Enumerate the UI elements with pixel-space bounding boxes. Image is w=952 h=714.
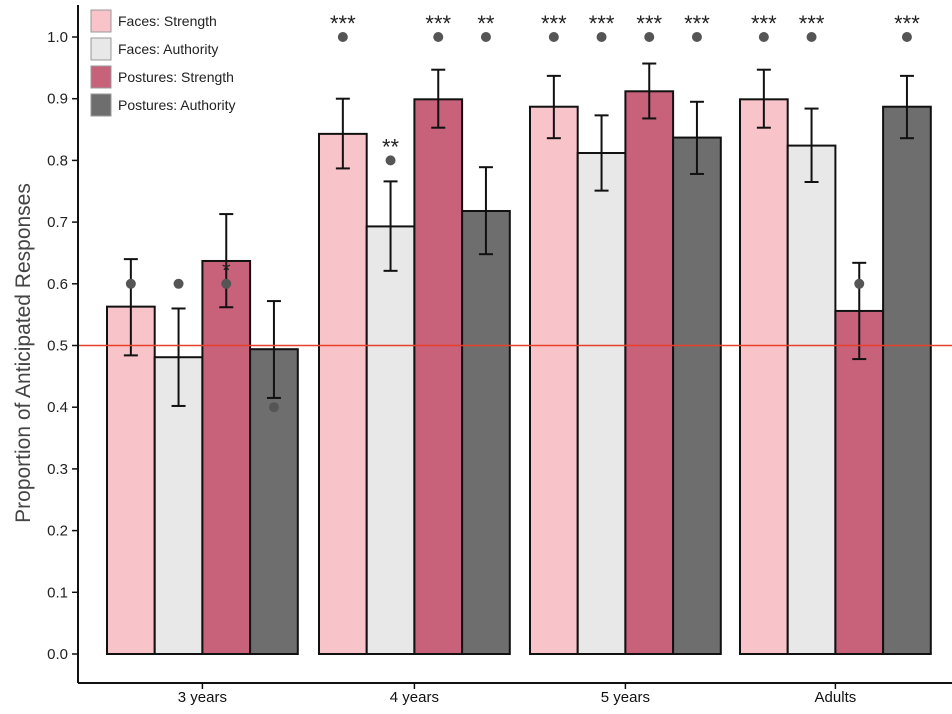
y-tick-label: 0.4 xyxy=(47,399,68,416)
y-tick-label: 0.0 xyxy=(47,646,68,663)
data-point-dot xyxy=(125,278,136,289)
significance-label: *** xyxy=(541,11,567,36)
significance-label: *** xyxy=(330,11,356,36)
x-tick-label: Adults xyxy=(815,689,857,706)
y-axis-label: Proportion of Anticipated Responses xyxy=(12,183,35,523)
data-point-dot xyxy=(901,32,912,42)
data-point-dot xyxy=(221,278,232,289)
bar xyxy=(576,151,627,655)
bar xyxy=(318,132,368,655)
data-point-dot xyxy=(385,155,396,166)
y-tick-label: 0.8 xyxy=(47,152,68,169)
bar xyxy=(786,144,837,655)
bar xyxy=(739,98,789,655)
bars-layer: *** *** ******** ******* ***** *** *** xyxy=(78,11,952,656)
bar xyxy=(834,309,885,655)
legend-swatch xyxy=(90,9,112,33)
legend-swatch xyxy=(90,65,112,89)
x-tick-label: 5 years xyxy=(601,689,650,706)
data-point-dot xyxy=(644,32,655,42)
bar xyxy=(201,259,252,655)
bar xyxy=(461,209,511,656)
data-point-dot xyxy=(806,32,817,42)
legend-entry: Faces: Authority xyxy=(118,41,218,57)
data-point-dot xyxy=(548,32,559,42)
significance-label: *** xyxy=(894,11,920,36)
data-point-dot xyxy=(691,32,702,42)
significance-label: ** xyxy=(477,11,495,36)
bar xyxy=(365,225,416,655)
bar xyxy=(672,136,722,656)
bar xyxy=(106,305,156,655)
axes-layer: Proportion of Anticipated Responses 0.0 0… xyxy=(12,5,952,706)
bar xyxy=(413,98,464,655)
bar xyxy=(624,90,675,655)
significance-label: *** xyxy=(799,11,825,36)
legend-entry: Postures: Authority xyxy=(118,97,236,113)
data-point-dot xyxy=(337,32,348,42)
y-tick-label: 0.5 xyxy=(47,338,68,355)
significance-label: ** xyxy=(382,134,400,159)
y-tick-label: 0.7 xyxy=(47,214,68,231)
y-tick-label: 0.2 xyxy=(47,523,68,540)
y-tick-label: 0.3 xyxy=(47,461,68,478)
legend-swatch xyxy=(90,37,112,61)
legend-entry: Faces: Strength xyxy=(118,13,217,29)
significance-label: * xyxy=(222,258,231,283)
data-point-dot xyxy=(268,402,279,413)
significance-label: *** xyxy=(589,11,615,36)
bar xyxy=(882,105,932,655)
data-point-dot xyxy=(758,32,769,42)
x-tick-label: 3 years xyxy=(178,689,227,706)
data-point-dot xyxy=(596,32,607,42)
y-tick-label: 0.9 xyxy=(47,91,68,108)
y-tick-label: 0.6 xyxy=(47,276,68,293)
legend-swatch xyxy=(90,93,112,117)
legend-entry: Postures: Strength xyxy=(118,69,234,85)
data-point-dot xyxy=(173,278,184,289)
significance-label: *** xyxy=(425,11,451,36)
bar xyxy=(529,105,579,655)
bar xyxy=(249,348,299,655)
data-point-dot xyxy=(480,32,491,42)
y-tick-label: 1.0 xyxy=(47,29,68,46)
x-tick-label: 4 years xyxy=(390,689,439,706)
significance-label: *** xyxy=(636,11,662,36)
legend: Faces: Strength Faces: Authority Postures:… xyxy=(90,9,236,117)
y-tick-label: 0.1 xyxy=(47,584,68,601)
significance-label: *** xyxy=(751,11,777,36)
data-point-dot xyxy=(854,278,865,289)
data-point-dot xyxy=(433,32,444,42)
significance-label: *** xyxy=(684,11,710,36)
